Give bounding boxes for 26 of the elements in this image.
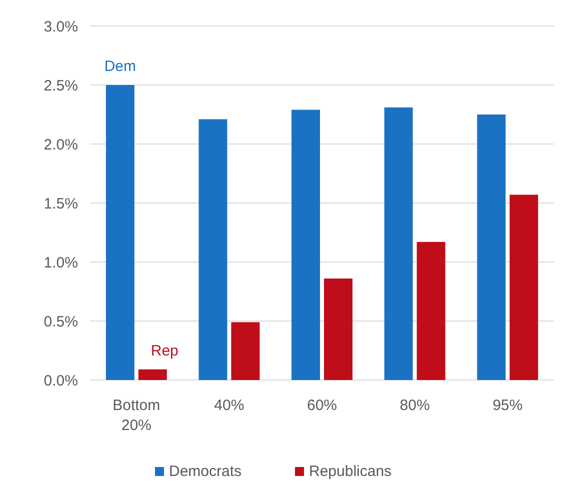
bar <box>510 194 538 380</box>
legend-label: Republicans <box>309 463 392 480</box>
y-tick-label: 0.0% <box>44 372 78 390</box>
bar <box>384 107 413 380</box>
annotation: Dem <box>104 58 136 75</box>
x-tick-label: 40% <box>214 397 244 414</box>
bar <box>416 242 446 380</box>
y-tick-label: 3.0% <box>44 18 78 36</box>
y-tick-label: 1.0% <box>44 254 78 272</box>
y-tick-label: 0.5% <box>44 313 78 330</box>
bar <box>292 110 320 380</box>
y-tick-label: 2.0% <box>44 136 78 154</box>
bar <box>106 85 134 380</box>
bar <box>231 322 260 380</box>
x-tick-label: Bottom 20% <box>112 397 160 434</box>
bar <box>138 369 167 380</box>
bar <box>324 278 352 380</box>
bar <box>477 114 506 380</box>
x-tick-label: 60% <box>306 397 338 414</box>
y-tick-label: 1.5% <box>44 195 78 212</box>
bar <box>198 119 228 380</box>
x-tick-label: 95% <box>492 397 523 414</box>
annotation: Rep <box>150 342 178 360</box>
y-tick-label: 2.5% <box>44 77 78 94</box>
legend-label: Democrats <box>169 463 242 480</box>
x-tick-label: 80% <box>400 397 430 414</box>
